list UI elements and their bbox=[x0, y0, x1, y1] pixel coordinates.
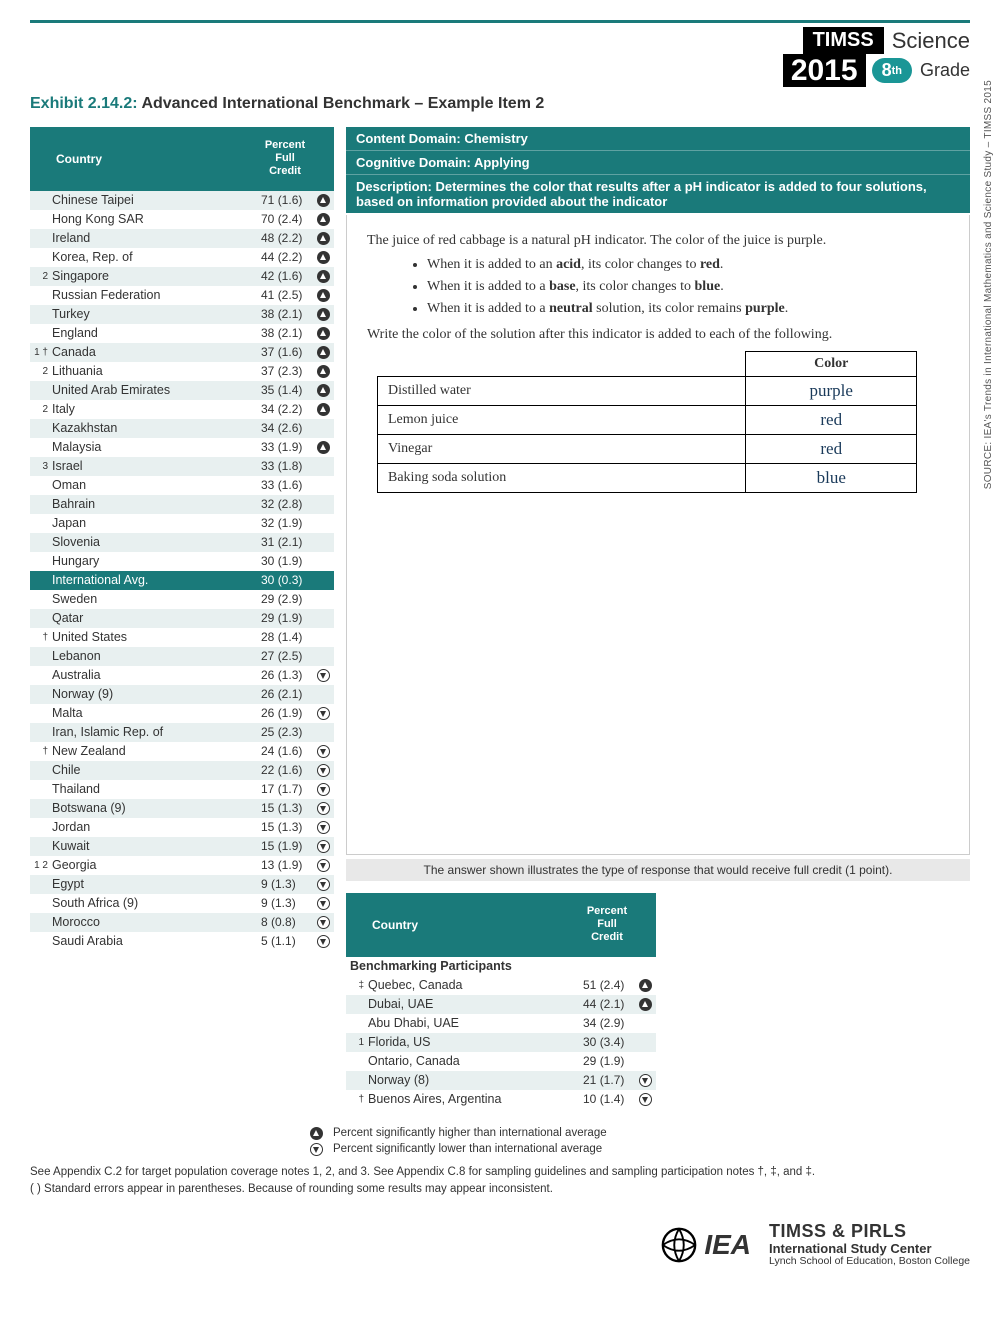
table-row: Hungary30 (1.9) bbox=[30, 552, 334, 571]
table-row: Bahrain32 (2.8) bbox=[30, 495, 334, 514]
table-row: Sweden29 (2.9) bbox=[30, 590, 334, 609]
page-header: TIMSS Science 2015 8thGrade bbox=[30, 27, 970, 87]
table-row: 1 2Georgia13 (1.9) bbox=[30, 856, 334, 875]
table-row: Norway (8)21 (1.7) bbox=[346, 1071, 656, 1090]
table-row: Ontario, Canada29 (1.9) bbox=[346, 1052, 656, 1071]
table-row: South Africa (9)9 (1.3) bbox=[30, 894, 334, 913]
table-row: Morocco8 (0.8) bbox=[30, 913, 334, 932]
bench-table: CountryPercent Full Credit Benchmarking … bbox=[346, 893, 656, 1109]
legend: Percent significantly higher than intern… bbox=[310, 1127, 970, 1156]
subject-label: Science bbox=[892, 28, 970, 54]
arrow-down-icon bbox=[310, 1143, 323, 1156]
table-row: Hong Kong SAR70 (2.4) bbox=[30, 210, 334, 229]
item-meta: Content Domain: Chemistry Cognitive Doma… bbox=[346, 127, 970, 215]
table-row: Norway (9)26 (2.1) bbox=[30, 685, 334, 704]
footnotes: See Appendix C.2 for target population c… bbox=[30, 1164, 970, 1199]
table-row: 2Lithuania37 (2.3) bbox=[30, 362, 334, 381]
grade-pill: 8th bbox=[872, 58, 912, 83]
table-row: Ireland48 (2.2) bbox=[30, 229, 334, 248]
table-row: Botswana (9)15 (1.3) bbox=[30, 799, 334, 818]
year-badge: 2015 bbox=[783, 54, 866, 87]
brand-badge: TIMSS bbox=[803, 27, 884, 54]
table-row: International Avg.30 (0.3) bbox=[30, 571, 334, 590]
table-row: Abu Dhabi, UAE34 (2.9) bbox=[346, 1014, 656, 1033]
table-row: 1Florida, US30 (3.4) bbox=[346, 1033, 656, 1052]
table-row: Russian Federation41 (2.5) bbox=[30, 286, 334, 305]
table-row: 3Israel33 (1.8) bbox=[30, 457, 334, 476]
table-row: Chinese Taipei71 (1.6) bbox=[30, 191, 334, 210]
answer-table: Color Distilled waterpurpleLemon juicere… bbox=[377, 351, 917, 493]
arrow-up-icon bbox=[310, 1127, 323, 1140]
table-row: Malta26 (1.9) bbox=[30, 704, 334, 723]
exhibit-title: Exhibit 2.14.2: Advanced International B… bbox=[30, 95, 970, 113]
table-row: Korea, Rep. of44 (2.2) bbox=[30, 248, 334, 267]
table-row: Iran, Islamic Rep. of25 (2.3) bbox=[30, 723, 334, 742]
source-credit: SOURCE: IEA's Trends in International Ma… bbox=[983, 80, 994, 489]
table-row: Australia26 (1.3) bbox=[30, 666, 334, 685]
table-row: Oman33 (1.6) bbox=[30, 476, 334, 495]
iea-logo: IEA bbox=[660, 1226, 751, 1264]
table-row: 2Italy34 (2.2) bbox=[30, 400, 334, 419]
table-row: Turkey38 (2.1) bbox=[30, 305, 334, 324]
table-row: Egypt9 (1.3) bbox=[30, 875, 334, 894]
credit-note: The answer shown illustrates the type of… bbox=[346, 859, 970, 881]
table-row: Saudi Arabia5 (1.1) bbox=[30, 932, 334, 951]
table-row: †Buenos Aires, Argentina10 (1.4) bbox=[346, 1090, 656, 1109]
table-row: †New Zealand24 (1.6) bbox=[30, 742, 334, 761]
table-row: Dubai, UAE44 (2.1) bbox=[346, 995, 656, 1014]
country-table: CountryPercent Full Credit Chinese Taipe… bbox=[30, 127, 334, 951]
table-row: Slovenia31 (2.1) bbox=[30, 533, 334, 552]
table-row: Kuwait15 (1.9) bbox=[30, 837, 334, 856]
table-row: England38 (2.1) bbox=[30, 324, 334, 343]
table-row: Thailand17 (1.7) bbox=[30, 780, 334, 799]
table-row: 2Singapore42 (1.6) bbox=[30, 267, 334, 286]
table-row: Chile22 (1.6) bbox=[30, 761, 334, 780]
item-body: The juice of red cabbage is a natural pH… bbox=[346, 215, 970, 855]
table-row: ‡Quebec, Canada51 (2.4) bbox=[346, 976, 656, 995]
table-row: Lebanon27 (2.5) bbox=[30, 647, 334, 666]
table-row: Qatar29 (1.9) bbox=[30, 609, 334, 628]
table-row: United Arab Emirates35 (1.4) bbox=[30, 381, 334, 400]
footer: IEA TIMSS & PIRLS International Study Ce… bbox=[30, 1222, 970, 1268]
table-row: Jordan15 (1.3) bbox=[30, 818, 334, 837]
table-row: †United States28 (1.4) bbox=[30, 628, 334, 647]
table-row: Malaysia33 (1.9) bbox=[30, 438, 334, 457]
table-row: Japan32 (1.9) bbox=[30, 514, 334, 533]
table-row: Kazakhstan34 (2.6) bbox=[30, 419, 334, 438]
table-row: 1 †Canada37 (1.6) bbox=[30, 343, 334, 362]
